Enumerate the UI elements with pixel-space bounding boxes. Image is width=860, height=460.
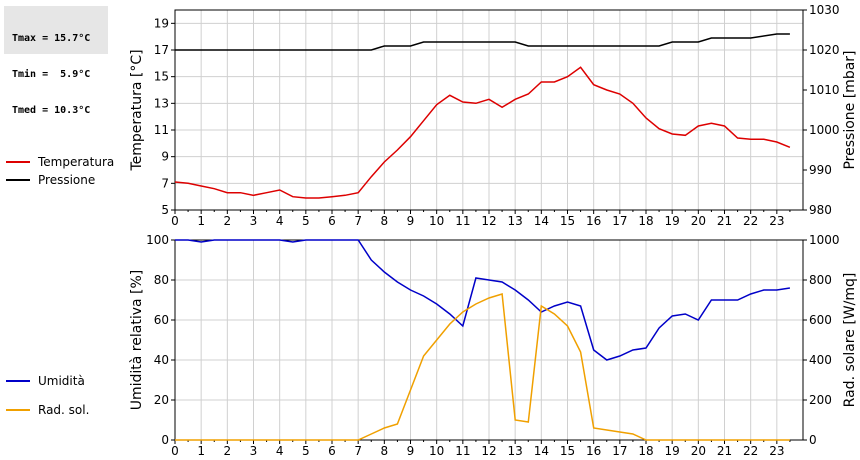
chart2-ytick-right-label: 600 — [809, 313, 832, 327]
chart1-ylabel-right: Pressione [mbar] — [842, 50, 858, 169]
chart1-ytick-right-label: 990 — [809, 163, 832, 177]
chart1-xtick-label: 17 — [612, 214, 627, 228]
chart1-xtick-label: 6 — [328, 214, 336, 228]
chart1-ytick-left-label: 7 — [161, 176, 169, 190]
chart2-ytick-left-label: 100 — [146, 233, 169, 247]
chart2-series-2-line — [175, 293, 790, 441]
chart1-xtick-label: 10 — [429, 214, 444, 228]
chart1-xtick-label: 20 — [691, 214, 706, 228]
chart2-xtick-label: 5 — [302, 444, 310, 458]
chart1-xtick-label: 13 — [508, 214, 523, 228]
chart2-xtick-label: 22 — [743, 444, 758, 458]
chart2-xtick-label: 4 — [276, 444, 284, 458]
chart1-xtick-label: 19 — [665, 214, 680, 228]
chart1-xtick-label: 14 — [534, 214, 549, 228]
chart1-legend-label-2: Pressione — [38, 173, 95, 187]
chart2-legend-label-1: Umidità — [38, 374, 85, 388]
chart1-ytick-right-label: 980 — [809, 203, 832, 217]
chart1-legend-label-1: Temperatura — [37, 155, 114, 169]
chart1-ytick-left-label: 11 — [154, 123, 169, 137]
chart1-ylabel-left: Temperatura [°C] — [129, 49, 145, 171]
chart2-ytick-left-label: 40 — [154, 353, 169, 367]
chart1-series-1-line — [174, 66, 791, 199]
chart1-xtick-label: 5 — [302, 214, 310, 228]
chart2-xtick-label: 9 — [407, 444, 415, 458]
chart2-ytick-left-label: 20 — [154, 393, 169, 407]
chart2-xtick-label: 0 — [171, 444, 179, 458]
chart1-xtick-label: 0 — [171, 214, 179, 228]
chart2-xtick-label: 12 — [481, 444, 496, 458]
chart2-series-1-line — [175, 239, 791, 361]
chart1-ytick-right-label: 1020 — [809, 43, 840, 57]
chart2-ytick-left-label: 80 — [154, 273, 169, 287]
chart2-xtick-label: 1 — [197, 444, 205, 458]
chart1-ytick-left-label: 13 — [154, 96, 169, 110]
chart2-ytick-right-label: 1000 — [809, 233, 840, 247]
chart1-xtick-label: 11 — [455, 214, 470, 228]
chart2-xtick-label: 21 — [717, 444, 732, 458]
chart2-xtick-label: 16 — [586, 444, 601, 458]
chart1-xtick-label: 12 — [481, 214, 496, 228]
chart2-xtick-label: 17 — [612, 444, 627, 458]
chart2-frame — [174, 239, 804, 441]
chart2-xtick-label: 2 — [224, 444, 232, 458]
chart2-xtick-label: 18 — [638, 444, 653, 458]
chart2-ytick-right-label: 400 — [809, 353, 832, 367]
chart2-xtick-label: 11 — [455, 444, 470, 458]
chart2-xtick-label: 19 — [665, 444, 680, 458]
chart1-xtick-label: 1 — [197, 214, 205, 228]
chart1-ytick-left-label: 19 — [154, 16, 169, 30]
chart1-xtick-label: 3 — [250, 214, 258, 228]
chart2-ytick-left-label: 60 — [154, 313, 169, 327]
chart1-xtick-label: 16 — [586, 214, 601, 228]
chart2-xtick-label: 14 — [534, 444, 549, 458]
chart2-xtick-label: 6 — [328, 444, 336, 458]
chart2-xtick-label: 3 — [250, 444, 258, 458]
chart2-xtick-label: 20 — [691, 444, 706, 458]
chart1-xtick-label: 7 — [354, 214, 362, 228]
chart1-xtick-label: 23 — [769, 214, 784, 228]
chart2-xtick-label: 13 — [508, 444, 523, 458]
tmin-text: Tmin = 5.9°C — [12, 69, 91, 80]
chart2-ylabel-left: Umidità relativa [%] — [129, 270, 145, 411]
chart1-ytick-left-label: 5 — [161, 203, 169, 217]
chart1-xtick-label: 15 — [560, 214, 575, 228]
chart1-ytick-left-label: 9 — [161, 150, 169, 164]
chart1-xtick-label: 8 — [381, 214, 389, 228]
chart2-xtick-label: 10 — [429, 444, 444, 458]
chart1-xtick-label: 18 — [638, 214, 653, 228]
chart1-xtick-label: 22 — [743, 214, 758, 228]
chart1-xtick-label: 4 — [276, 214, 284, 228]
chart2-ytick-right-label: 0 — [809, 433, 817, 447]
chart1-ytick-left-label: 15 — [154, 70, 169, 84]
chart1-ytick-right-label: 1010 — [809, 83, 840, 97]
chart2-xtick-label: 7 — [354, 444, 362, 458]
chart2-ytick-right-label: 800 — [809, 273, 832, 287]
chart1-ytick-right-label: 1030 — [809, 3, 840, 17]
chart2-ylabel-right: Rad. solare [W/mq] — [842, 273, 858, 408]
chart1-ytick-left-label: 17 — [154, 43, 169, 57]
chart2-xtick-label: 15 — [560, 444, 575, 458]
chart1-xtick-label: 21 — [717, 214, 732, 228]
chart2-xtick-label: 23 — [769, 444, 784, 458]
chart1-xtick-label: 9 — [407, 214, 415, 228]
tmed-text: Tmed = 10.3°C — [12, 105, 91, 116]
stats-box: Tmax = 15.7°C Tmin = 5.9°C Tmed = 10.3°C — [4, 6, 108, 116]
chart1-series-2-line — [175, 33, 790, 51]
tmax-text: Tmax = 15.7°C — [12, 33, 91, 44]
chart1-xtick-label: 2 — [224, 214, 232, 228]
chart2-ytick-right-label: 200 — [809, 393, 832, 407]
chart1-ytick-right-label: 1000 — [809, 123, 840, 137]
chart2-legend-label-2: Rad. sol. — [38, 403, 89, 417]
chart2-ytick-left-label: 0 — [161, 433, 169, 447]
chart2-xtick-label: 8 — [381, 444, 389, 458]
chart1-frame — [174, 9, 804, 211]
